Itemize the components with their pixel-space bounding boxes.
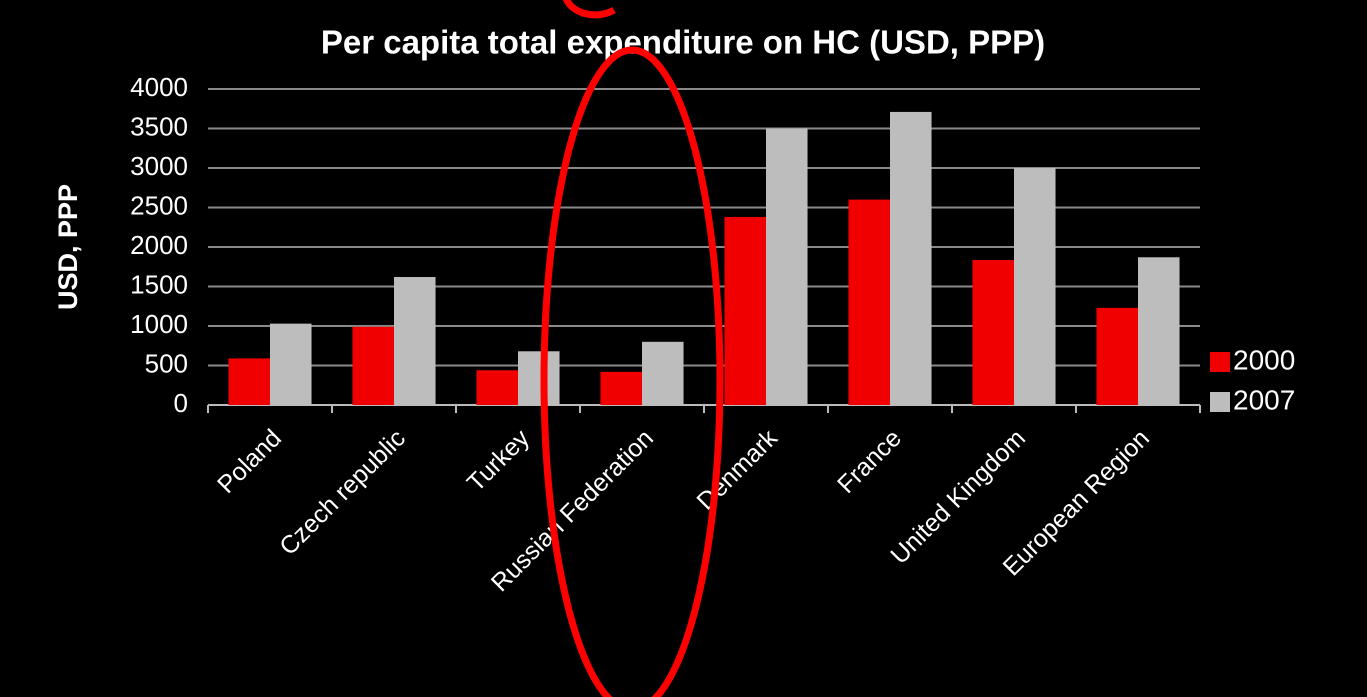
- bar: [972, 260, 1014, 405]
- bar: [1014, 168, 1056, 405]
- bar: [394, 277, 436, 405]
- bar: [724, 216, 766, 405]
- bar: [476, 370, 518, 405]
- bar: [766, 128, 808, 405]
- chart-title: Per capita total expenditure on HC (USD,…: [321, 24, 1045, 61]
- bar: [600, 371, 642, 405]
- legend-label: 2000: [1233, 344, 1295, 375]
- highlight-ellipse: [540, 46, 724, 697]
- y-tick-label: 3000: [130, 151, 188, 181]
- y-tick-label: 1500: [130, 269, 188, 299]
- bar: [1096, 307, 1138, 405]
- y-axis-label: USD, PPP: [53, 184, 83, 310]
- bar: [270, 323, 312, 405]
- bar: [642, 341, 684, 405]
- y-tick-label: 3500: [130, 111, 188, 141]
- bar: [890, 111, 932, 405]
- y-tick-label: 4000: [130, 72, 188, 102]
- bar: [1138, 257, 1180, 405]
- y-tick-label: 1000: [130, 309, 188, 339]
- bar: [228, 358, 270, 405]
- bar: [352, 326, 394, 405]
- legend-label: 2007: [1233, 384, 1295, 415]
- bar: [518, 351, 560, 405]
- highlight-circle: [563, 0, 616, 19]
- legend-swatch: [1210, 392, 1230, 412]
- y-tick-label: 0: [174, 388, 188, 418]
- bar: [848, 199, 890, 405]
- y-tick-label: 2000: [130, 230, 188, 260]
- y-tick-label: 500: [145, 348, 188, 378]
- y-tick-label: 2500: [130, 190, 188, 220]
- legend-swatch: [1210, 352, 1230, 372]
